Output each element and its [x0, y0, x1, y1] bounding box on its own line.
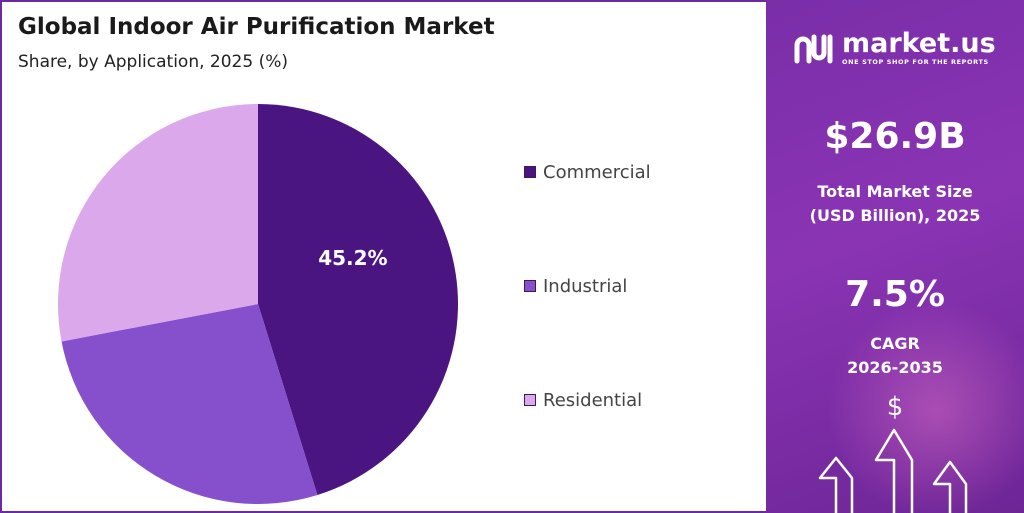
legend-label: Residential: [543, 389, 643, 411]
legend-label: Industrial: [543, 275, 628, 297]
brand: market.us ONE STOP SHOP FOR THE REPORTS: [792, 30, 996, 66]
legend-item-industrial: Industrial: [524, 274, 627, 298]
market-us-logo-icon: [794, 34, 833, 64]
chart-title: Global Indoor Air Purification Market: [18, 14, 495, 40]
cagr-label-line1: CAGR: [870, 334, 920, 353]
pie-slice-industrial: [61, 304, 318, 504]
pie-slice-residential: [57, 104, 258, 342]
dollar-icon: $: [886, 392, 904, 422]
brand-name: market.us: [842, 28, 996, 59]
growth-arrows-icon: [818, 428, 968, 513]
legend-swatch: [524, 394, 536, 406]
pie-slice-commercial: [258, 104, 458, 495]
background-glow: [826, 300, 1024, 513]
stats-sidebar: market.us ONE STOP SHOP FOR THE REPORTS …: [766, 0, 1024, 513]
chart-subtitle: Share, by Application, 2025 (%): [18, 52, 288, 72]
cagr-label-line2: 2026-2035: [847, 358, 943, 377]
brand-tagline: ONE STOP SHOP FOR THE REPORTS: [842, 58, 989, 66]
legend-swatch: [524, 280, 536, 292]
market-size-label-line2: (USD Billion), 2025: [809, 206, 981, 225]
cagr-value: 7.5%: [845, 274, 945, 315]
data-label-commercial: 45.2%: [318, 246, 387, 270]
legend-label: Commercial: [543, 161, 651, 183]
legend-item-commercial: Commercial: [524, 160, 651, 184]
market-size-value: $26.9B: [824, 116, 966, 157]
pie-chart: 45.2%: [57, 104, 458, 504]
market-size-label-line1: Total Market Size: [817, 182, 973, 201]
legend-item-residential: Residential: [524, 388, 642, 412]
chart-panel: Global Indoor Air Purification Market Sh…: [0, 0, 766, 513]
legend-swatch: [524, 166, 536, 178]
